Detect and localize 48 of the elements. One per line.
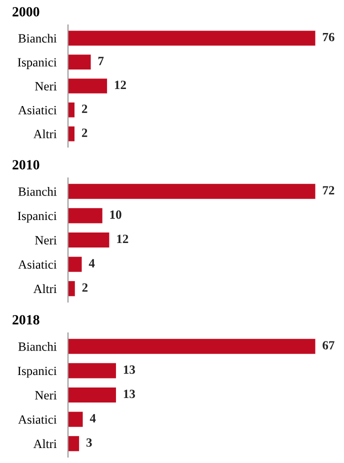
y-tick-label: Bianchi (18, 342, 57, 351)
data-label: 7 (98, 56, 104, 66)
chart-title: 2018 (12, 315, 40, 324)
bar (68, 338, 316, 354)
data-label: 72 (322, 186, 334, 194)
data-label: 4 (88, 259, 95, 268)
bar (68, 54, 91, 70)
y-tick-label: Ispanici (18, 366, 57, 378)
bar (68, 281, 75, 296)
data-label: 10 (110, 210, 122, 219)
y-tick-label: Neri (35, 391, 57, 400)
y-tick-label: Asiatici (18, 260, 57, 269)
data-label: 12 (114, 80, 126, 90)
bar (68, 30, 316, 46)
y-tick-label: Asiatici (18, 106, 57, 114)
data-label: 76 (322, 32, 334, 42)
y-tick-label: Neri (35, 236, 57, 244)
data-label: 2 (82, 104, 88, 113)
data-label: 13 (124, 390, 135, 398)
y-tick-label: Bianchi (18, 34, 57, 43)
y-tick-label: Altri (33, 284, 57, 294)
bar (68, 436, 80, 452)
bar (68, 208, 102, 224)
data-label: 4 (90, 414, 96, 422)
bar (68, 184, 316, 199)
bar (68, 256, 82, 272)
y-tick-label: Ispanici (18, 212, 57, 223)
bar (68, 126, 75, 142)
y-tick-label: Altri (33, 439, 57, 448)
chart-title: 2000 (12, 7, 40, 16)
y-tick-label: Altri (33, 130, 57, 138)
data-label: 2 (82, 283, 88, 292)
data-label: 12 (117, 234, 128, 244)
y-tick-label: Ispanici (18, 58, 57, 70)
data-label: 13 (124, 365, 135, 374)
bar (68, 412, 83, 427)
bar (68, 363, 116, 378)
bar (68, 387, 116, 403)
y-tick-label: Asiatici (18, 415, 57, 424)
chart-title: 2010 (12, 160, 40, 170)
data-label: 2 (82, 128, 88, 137)
y-tick-label: Neri (35, 82, 57, 90)
data-label: 67 (322, 341, 334, 350)
bar (68, 232, 110, 248)
data-label: 3 (86, 438, 92, 447)
bar (68, 78, 108, 94)
y-tick-label: Bianchi (18, 187, 57, 196)
bar (68, 102, 75, 118)
